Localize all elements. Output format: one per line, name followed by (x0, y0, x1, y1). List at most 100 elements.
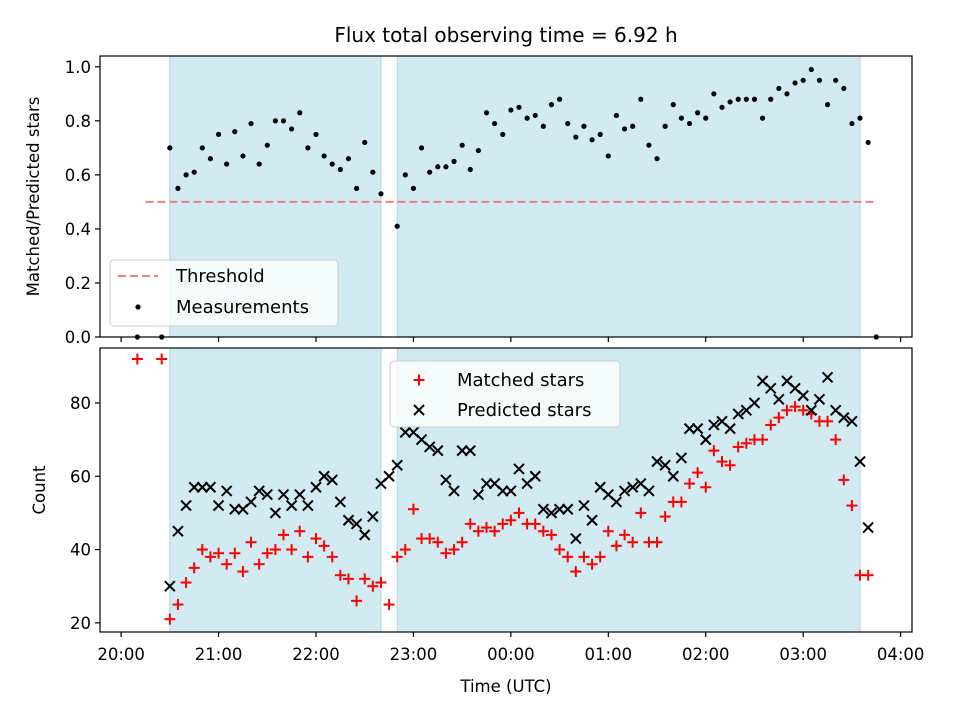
matched-point (164, 613, 176, 625)
measurement-point (224, 161, 230, 167)
chart-text: 0.0 0.2 0.4 0.6 0.8 1.0 20 40 60 80 20:00 21:00 22:0… (24, 23, 924, 696)
measurement-point (857, 115, 863, 121)
predicted-point (618, 485, 631, 497)
measurement-point (816, 77, 823, 83)
matched-point (797, 404, 809, 416)
predicted-point (732, 408, 744, 420)
matched-point (261, 547, 273, 559)
measurement-point (792, 80, 798, 86)
predicted-point-b (407, 426, 420, 438)
matched-point (529, 518, 541, 530)
shaded-span (169, 347, 382, 633)
predicted-point (505, 485, 517, 497)
top-y-axis-label: Matched/Predicted stars (24, 97, 43, 297)
predicted-point (691, 422, 704, 435)
matched-point (838, 474, 850, 486)
predicted-point (350, 518, 363, 530)
predicted-point-b (675, 452, 688, 464)
measurement-point (483, 110, 490, 116)
predicted-point (683, 422, 696, 435)
predicted-point-b (691, 422, 704, 435)
measurement-point (516, 104, 522, 110)
predicted-point-b (797, 389, 809, 402)
predicted-point (854, 455, 866, 468)
matched-point (213, 547, 225, 559)
measurement-point (621, 126, 628, 132)
measurement-point (492, 120, 498, 127)
predicted-point (562, 503, 574, 515)
matched-point (740, 437, 752, 449)
legend-matched-label: Matched stars (457, 370, 584, 391)
matched-point (505, 514, 517, 526)
predicted-point-b (505, 485, 517, 497)
bottom-axes-frame (99, 347, 913, 633)
measurement-point (508, 107, 514, 113)
measurement-point (345, 156, 352, 162)
predicted-point-b (683, 422, 696, 435)
measurement-point (232, 129, 238, 135)
measurement-point (337, 166, 343, 173)
measurement-point (532, 112, 538, 119)
predicted-point (318, 470, 330, 482)
matched-point (302, 551, 314, 563)
matched-point (586, 558, 598, 570)
matched-point (204, 551, 216, 563)
predicted-point (675, 452, 688, 464)
predicted-point (383, 470, 395, 482)
predicted-point-b (164, 580, 176, 592)
measurement-point (711, 91, 717, 97)
predicted-point-b (618, 485, 631, 497)
predicted-point (172, 525, 184, 537)
measurement-point (759, 115, 766, 121)
measurement-point (199, 145, 205, 151)
measurement-point (686, 120, 693, 127)
measurement-point (443, 164, 449, 170)
predicted-point-b (578, 499, 590, 512)
measurement-point (248, 120, 254, 127)
measurement-point (776, 85, 782, 92)
matched-point (497, 518, 509, 530)
top-legend-box (109, 259, 339, 327)
x-tick-label: 02:00 (682, 645, 730, 664)
measurement-point (751, 96, 758, 102)
predicted-point-b (626, 481, 639, 493)
measurement-point (703, 115, 709, 121)
matched-point (188, 562, 200, 574)
predicted-point-b (586, 514, 598, 526)
measurement-point (240, 153, 246, 159)
measurement-point (638, 96, 644, 102)
bottom-y-tick-label: 40 (70, 541, 91, 560)
predicted-point-b (553, 503, 566, 515)
predicted-point-b (367, 510, 379, 523)
predicted-point-b (765, 382, 777, 395)
matched-point (464, 518, 476, 530)
predicted-point (220, 485, 233, 497)
matched-point (659, 511, 671, 523)
matched-point (310, 533, 322, 545)
matched-point (156, 353, 168, 365)
measurement-point (370, 169, 376, 175)
matched-point (229, 547, 241, 559)
predicted-point-b (732, 408, 744, 420)
predicted-point (821, 371, 834, 384)
x-tick-label: 22:00 (292, 645, 340, 664)
predicted-point (724, 422, 736, 435)
measurement-point (662, 123, 668, 129)
predicted-point-b (659, 459, 671, 471)
measurement-point (207, 156, 214, 162)
axes (95, 55, 913, 637)
measurement-point (719, 104, 725, 110)
predicted-point (399, 426, 412, 438)
measurement-point (581, 123, 587, 129)
x-tick-label: 23:00 (390, 645, 438, 664)
measurement-point (695, 110, 701, 116)
measurement-point (183, 172, 189, 178)
measurement-point (353, 185, 360, 191)
matched-point (773, 412, 785, 424)
predicted-point (204, 481, 217, 493)
predicted-point (326, 474, 338, 486)
predicted-point-b (245, 496, 257, 508)
matched-point (269, 544, 281, 556)
measurement-point (524, 115, 530, 121)
predicted-point (464, 444, 476, 457)
